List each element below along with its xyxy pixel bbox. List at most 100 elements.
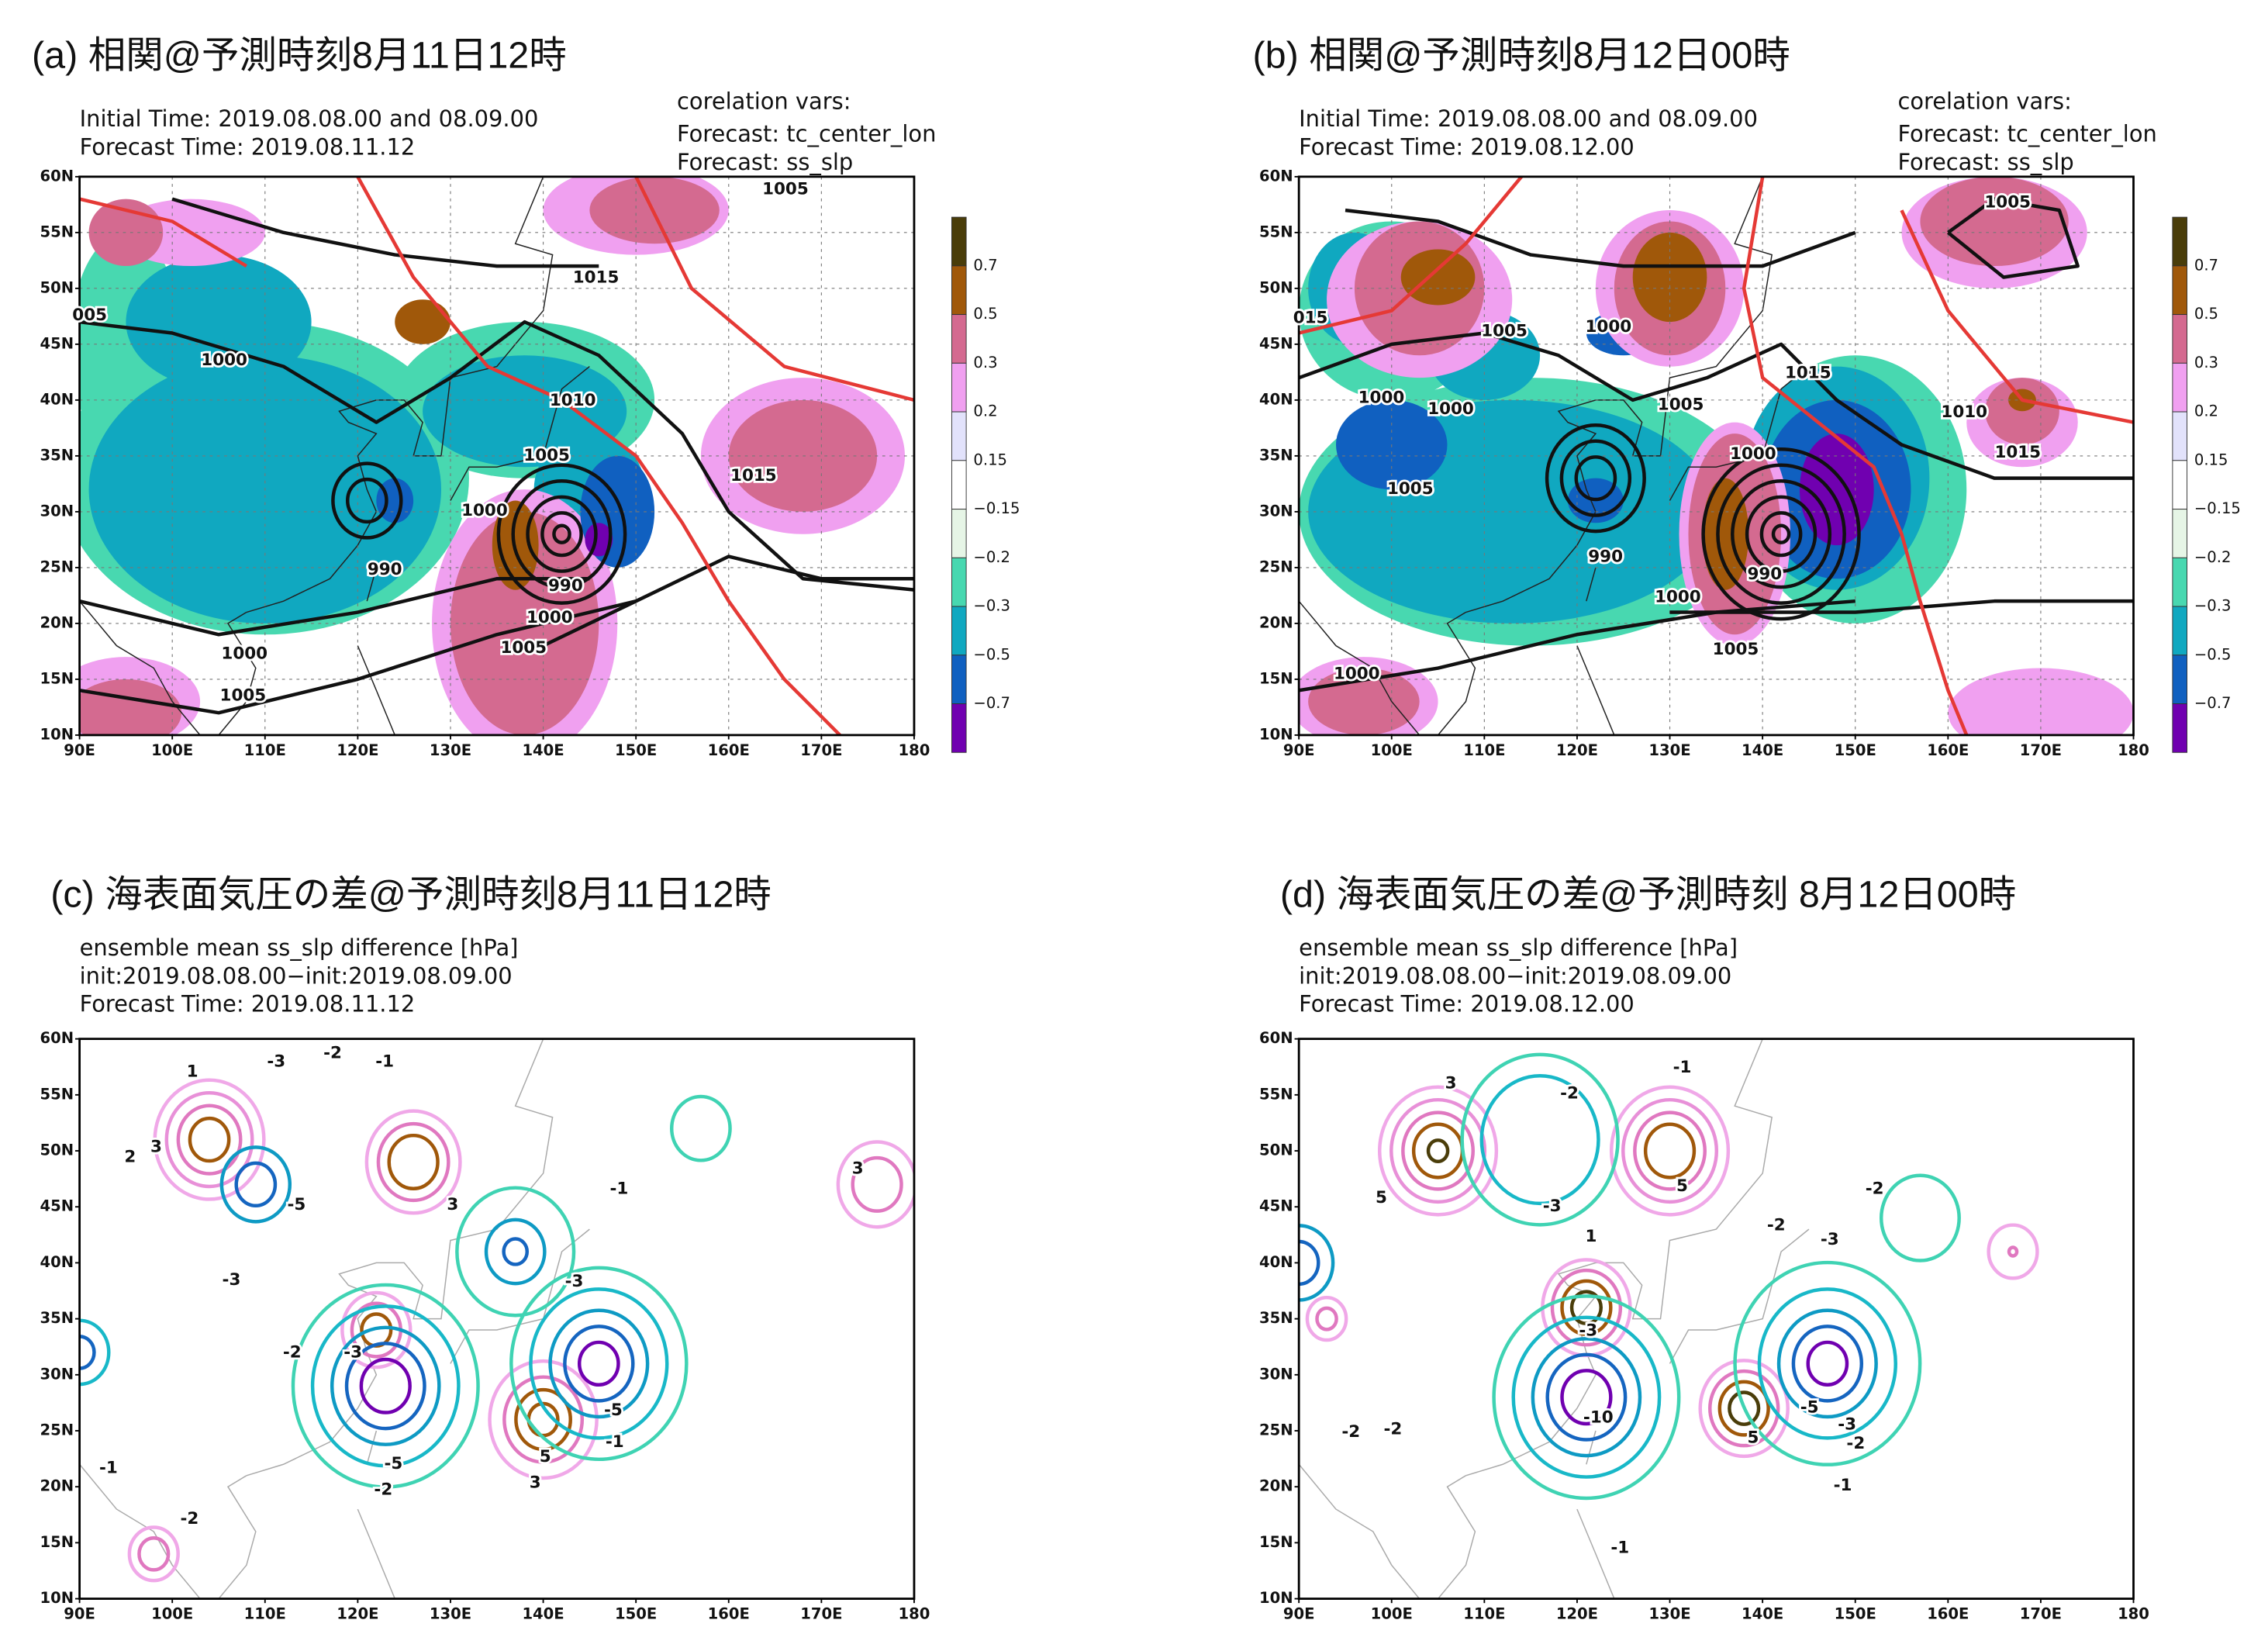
header-line: Forecast: ss_slp [1897, 149, 2073, 175]
contour [164, 1091, 254, 1189]
contour-label: 5 [540, 1447, 551, 1466]
contour-label: -1 [1834, 1476, 1852, 1495]
colorbar-label: −0.7 [973, 694, 1010, 712]
contour [1701, 447, 1861, 621]
isobar [356, 176, 841, 735]
contour-label: 2 [124, 1148, 136, 1167]
lon-label: 160E [708, 1605, 750, 1623]
coastline [357, 645, 395, 735]
isobar [1669, 599, 2134, 614]
contour [1733, 1260, 1922, 1466]
lat-label: 35N [40, 1309, 74, 1327]
coastline [79, 1463, 201, 1599]
contour [1560, 1279, 1613, 1336]
isobar [1900, 209, 2134, 424]
lon-label: 150E [1835, 1605, 1876, 1623]
colorbar-segment [951, 314, 967, 364]
contour-label: 1005 [220, 686, 267, 706]
contour-label: 1000 [1427, 399, 1474, 419]
lat-label: 30N [40, 502, 74, 520]
contour [1716, 463, 1846, 605]
lat-label: 30N [1259, 1365, 1293, 1383]
coastline [1669, 1228, 1810, 1364]
colorbar-segment [2172, 703, 2188, 753]
contour-label: 3 [447, 1195, 458, 1214]
contour [1550, 1268, 1623, 1347]
header-line: ensemble mean ss_slp difference [hPa] [1299, 934, 1738, 961]
coastline [1576, 645, 1615, 735]
lon-label: 130E [1648, 1605, 1690, 1623]
lat-label: 20N [40, 1477, 74, 1495]
lon-label: 90E [1283, 741, 1315, 759]
colorbar-label: 0.15 [973, 451, 1007, 468]
contour-label: 1005 [523, 446, 570, 465]
lat-label: 55N [40, 223, 74, 240]
lon-label: 110E [1463, 1605, 1505, 1623]
contour-label: 5 [1376, 1188, 1387, 1207]
map-content [79, 1038, 914, 1599]
coastline [1438, 1475, 1476, 1599]
contour [234, 1161, 278, 1208]
lon-label: 170E [2020, 1605, 2062, 1623]
contour-label: 1010 [550, 391, 596, 410]
contour-label: -2 [1767, 1215, 1786, 1235]
lon-label: 150E [615, 741, 657, 759]
contour-label: -3 [1838, 1415, 1856, 1435]
contour [502, 1237, 530, 1266]
lon-label: 120E [337, 1605, 378, 1623]
map-panel: (c) 海表面気圧の差@予測時刻8月11日12時 ensemble mean ss… [40, 874, 930, 1623]
isobar [79, 577, 590, 637]
contour [1559, 439, 1632, 517]
map-panel: (b) 相関@予測時刻8月12日00時 Initial Time: 2019.08… [1252, 35, 2240, 759]
lat-label: 15N [40, 1533, 74, 1551]
header-line: Forecast: ss_slp [677, 149, 853, 175]
isobar [1299, 599, 1855, 693]
lat-label: 20N [40, 613, 74, 631]
coastline [1576, 1508, 1615, 1599]
colorbar-segment [2172, 362, 2188, 413]
contour-label: 1 [187, 1062, 198, 1082]
panel-title: (d) 海表面気圧の差@予測時刻 8月12日00時 [1280, 874, 2016, 916]
isobar [1345, 208, 1856, 268]
header-line: Forecast: tc_center_lon [1897, 121, 2156, 147]
colorbar-label: 0.3 [973, 354, 997, 371]
header-line: Forecast Time: 2019.08.12.00 [1299, 991, 1635, 1017]
lon-label: 100E [1371, 1605, 1413, 1623]
lat-label: 50N [1259, 1142, 1293, 1159]
contour [291, 1283, 480, 1489]
header-line: init:2019.08.08.00−init:2019.08.09.00 [1299, 962, 1731, 989]
contour [1759, 511, 1803, 558]
contour [511, 479, 613, 589]
correlation-area [395, 299, 450, 344]
contour-label: -2 [1866, 1180, 1884, 1199]
colorbar-label: 0.7 [973, 256, 997, 274]
lon-label: 150E [615, 1605, 657, 1623]
contour-label: 1005 [1984, 192, 2031, 212]
correlation-area [1799, 433, 1874, 546]
contour-label: 005 [72, 306, 107, 325]
lat-label: 60N [40, 1029, 74, 1047]
colorbar-segment [2172, 265, 2188, 316]
contour-label: -2 [1341, 1422, 1360, 1442]
lat-label: 40N [1259, 1253, 1293, 1271]
colorbar-label: 0.15 [2194, 451, 2228, 468]
colorbar-label: −0.2 [973, 548, 1010, 566]
contour-label: -2 [1383, 1419, 1402, 1439]
contour-label: 1000 [221, 644, 268, 663]
map-content [1299, 1038, 2039, 1599]
lon-label: 160E [708, 741, 750, 759]
contour [1460, 1052, 1620, 1227]
contour [219, 1145, 292, 1224]
colorbar-segment [951, 557, 967, 607]
contour-label: -3 [267, 1052, 285, 1071]
contour-label: -1 [606, 1432, 624, 1452]
contour [331, 461, 403, 540]
coastline [79, 600, 201, 735]
colorbar-segment [2172, 557, 2188, 607]
correlation-area [1632, 232, 1707, 323]
contour [1315, 1306, 1338, 1332]
contour [484, 1218, 547, 1286]
isobar [171, 197, 599, 268]
colorbar-segment [951, 265, 967, 316]
isobar [634, 176, 914, 402]
